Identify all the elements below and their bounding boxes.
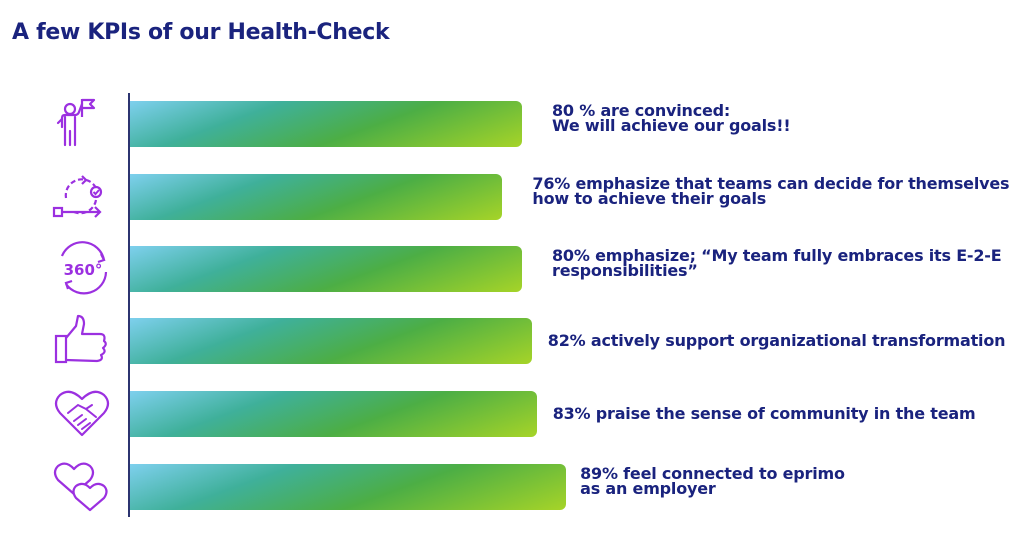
kpi-label-line: how to achieve their goals xyxy=(532,189,767,208)
kpi-row: 83% praise the sense of community in the… xyxy=(0,387,1024,437)
thumbs-up-icon xyxy=(52,314,114,366)
handshake-heart-icon xyxy=(52,387,114,439)
kpi-label: 82% actively support organizational tran… xyxy=(547,331,1008,350)
kpi-bar xyxy=(130,246,522,292)
kpi-label-line: responsibilities” xyxy=(552,261,698,280)
kpi-bar xyxy=(130,318,532,364)
kpi-bar xyxy=(130,464,567,510)
kpi-row: 360° 80% emphasize; “My team fully embrac… xyxy=(0,241,1024,295)
kpi-label-line: 80 % are convinced: xyxy=(552,101,731,120)
kpi-label-line: 82% actively support organizational tran… xyxy=(547,331,1006,350)
goal-flag-person-icon xyxy=(52,97,114,149)
360-degree-icon: 360° xyxy=(52,241,114,295)
kpi-bar xyxy=(130,101,522,147)
kpi-label: 89% feel connected to eprimo as an employ… xyxy=(580,464,1024,498)
kpi-bar xyxy=(130,391,537,437)
kpi-label-line: 80% emphasize; “My team fully embraces i… xyxy=(552,246,1002,265)
kpi-row: 82% actively support organizational tran… xyxy=(0,314,1024,364)
kpi-row: 76% emphasize that teams can decide for … xyxy=(0,170,1024,220)
kpi-label-line: 89% feel connected to eprimo xyxy=(580,464,845,483)
kpi-label: 80 % are convinced: We will achieve our g… xyxy=(552,101,1012,135)
kpi-label: 83% praise the sense of community in the… xyxy=(552,404,1013,423)
kpi-label-line: We will achieve our goals!! xyxy=(552,116,791,135)
kpi-label-line: 83% praise the sense of community in the… xyxy=(552,404,976,423)
two-hearts-icon xyxy=(52,460,114,512)
kpi-bar xyxy=(130,174,503,220)
svg-text:360°: 360° xyxy=(64,261,103,279)
chart-title: A few KPIs of our Health-Check xyxy=(12,20,390,45)
kpi-label: 80% emphasize; “My team fully embraces i… xyxy=(552,246,1012,280)
kpi-label-line: as an employer xyxy=(580,479,716,498)
kpi-row: 89% feel connected to eprimo as an employ… xyxy=(0,460,1024,512)
kpi-label: 76% emphasize that teams can decide for … xyxy=(532,174,1010,208)
kpi-row: 80 % are convinced: We will achieve our g… xyxy=(0,97,1024,147)
process-cycle-icon xyxy=(52,170,114,222)
kpi-label-line: 76% emphasize that teams can decide for … xyxy=(532,174,1010,193)
category-axis-line xyxy=(128,93,130,517)
